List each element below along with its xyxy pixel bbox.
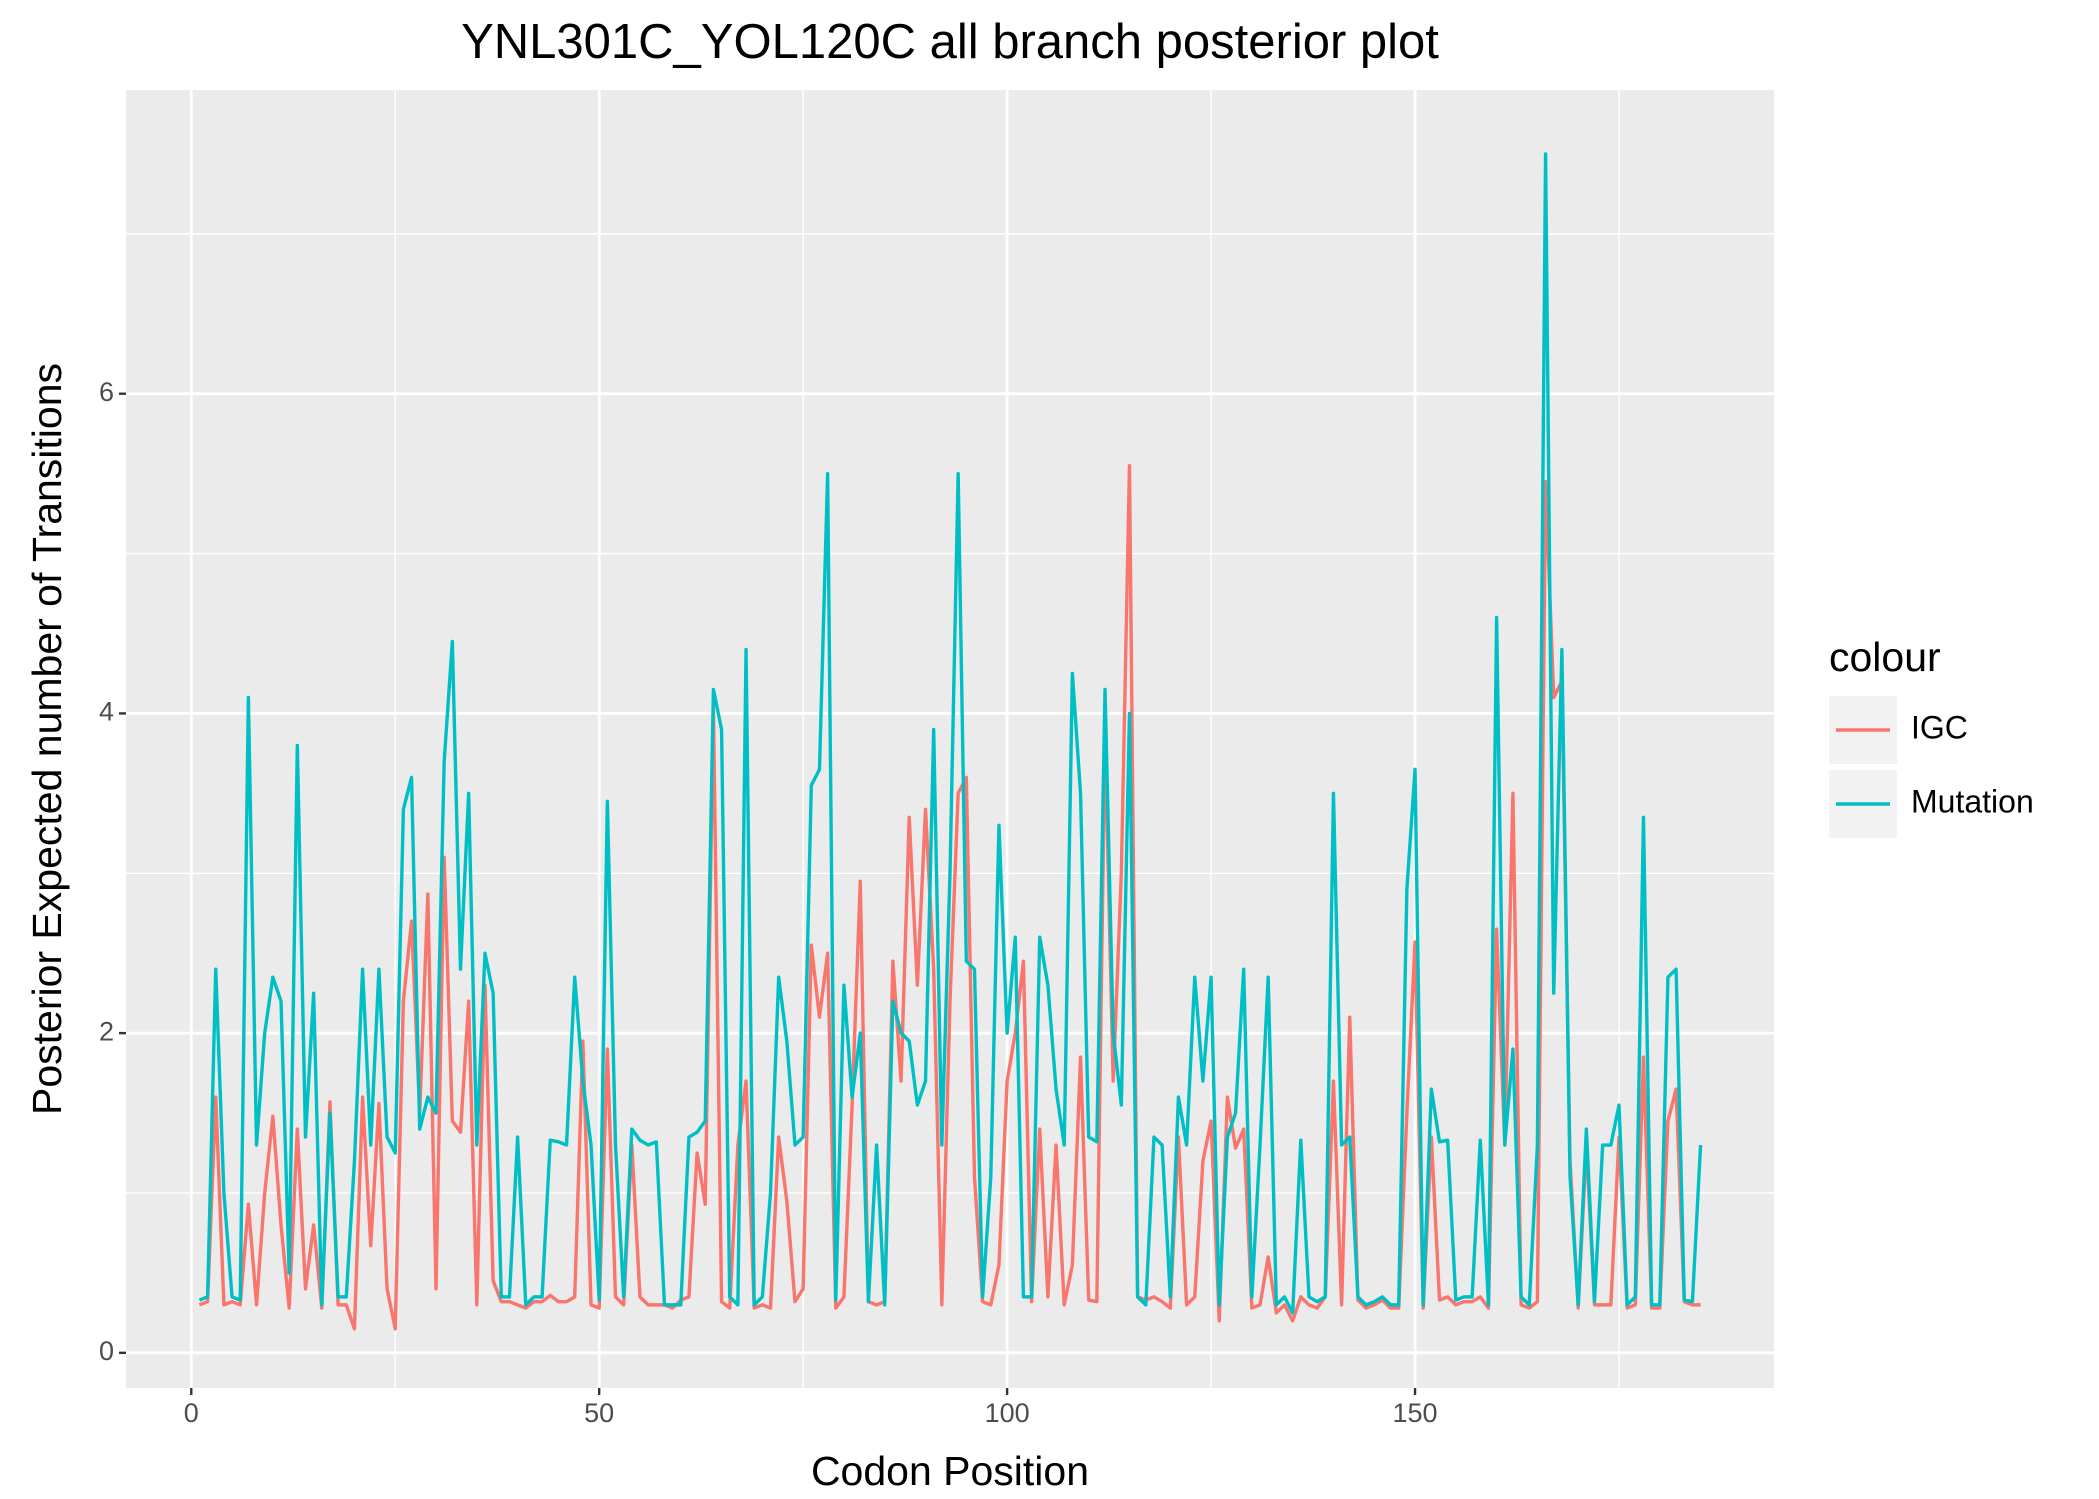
legend-label: IGC [1911,709,1968,745]
y-tick-label: 0 [99,1336,114,1366]
series-line [198,463,1701,1331]
y-tick-label: 4 [99,697,114,727]
x-tick-label: 100 [985,1398,1030,1428]
x-tick-label: 0 [184,1398,199,1428]
legend-title: colour [1829,634,1941,680]
x-tick-label: 150 [1392,1398,1437,1428]
x-tick-label: 50 [584,1398,614,1428]
x-axis-label: Codon Position [811,1448,1089,1494]
chart-title: YNL301C_YOL120C all branch posterior plo… [461,15,1439,69]
series-line [198,152,1703,1315]
y-tick-label: 2 [99,1016,114,1046]
y-tick-label: 6 [99,377,114,407]
y-axis-label: Posterior Expected number of Transitions [24,363,70,1115]
legend-label: Mutation [1911,783,2034,819]
